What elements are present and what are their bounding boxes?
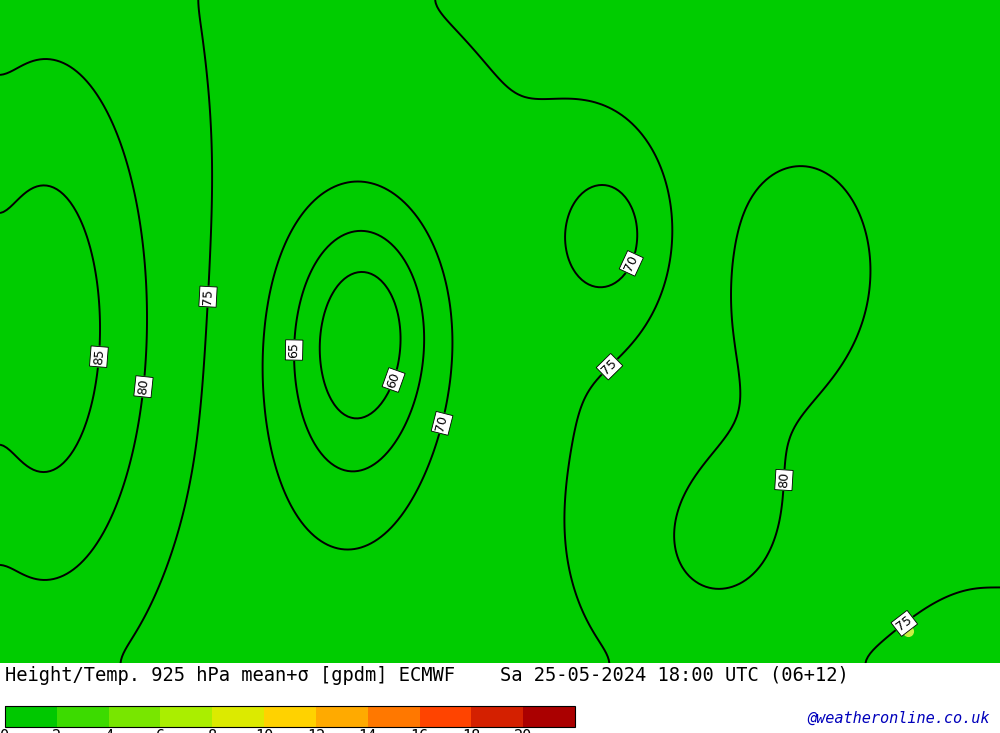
Text: 10: 10 [255, 729, 273, 733]
Bar [212, 706, 264, 727]
Bar [160, 706, 212, 727]
Text: 60: 60 [385, 370, 402, 390]
Text: 8: 8 [208, 729, 217, 733]
Text: 12: 12 [307, 729, 325, 733]
Bar [471, 706, 523, 727]
Text: 18: 18 [462, 729, 480, 733]
Text: Height/Temp. 925 hPa mean+σ [gpdm] ECMWF    Sa 25-05-2024 18:00 UTC (06+12): Height/Temp. 925 hPa mean+σ [gpdm] ECMWF… [5, 666, 849, 685]
Bar [109, 706, 160, 727]
Bar [264, 706, 316, 727]
Bar [420, 706, 471, 727]
Bar [5, 706, 57, 727]
Text: 20: 20 [514, 729, 532, 733]
Bar [523, 706, 575, 727]
Text: 75: 75 [599, 356, 620, 377]
Text: 2: 2 [52, 729, 61, 733]
Text: 0: 0 [0, 729, 10, 733]
Bar [57, 706, 109, 727]
Text: 80: 80 [136, 378, 151, 395]
Text: @weatheronline.co.uk: @weatheronline.co.uk [808, 710, 990, 726]
Bar [5, 706, 575, 727]
Text: 65: 65 [287, 342, 301, 358]
Text: 4: 4 [104, 729, 113, 733]
Text: 75: 75 [894, 614, 915, 633]
Text: 80: 80 [777, 471, 791, 488]
Bar [316, 706, 368, 727]
Text: 70: 70 [622, 254, 641, 273]
Text: 6: 6 [156, 729, 165, 733]
Text: 85: 85 [92, 348, 106, 365]
Text: 16: 16 [410, 729, 429, 733]
Text: 70: 70 [434, 414, 450, 432]
Text: 75: 75 [201, 288, 215, 305]
Text: 14: 14 [359, 729, 377, 733]
Bar [368, 706, 420, 727]
